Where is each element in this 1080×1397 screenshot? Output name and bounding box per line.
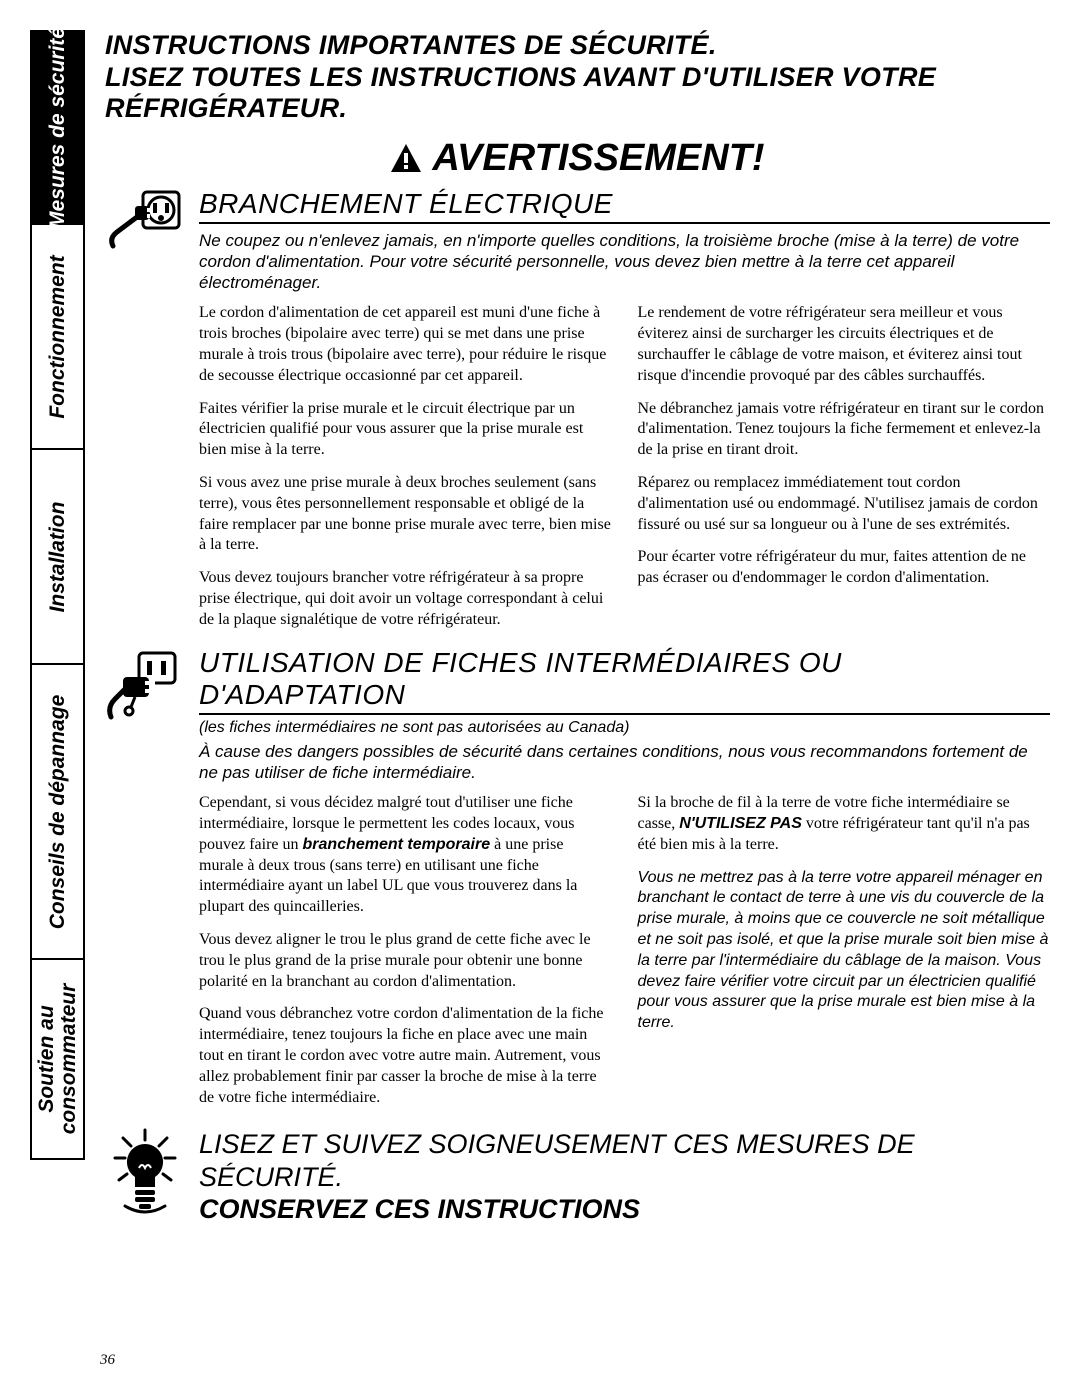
section2-title: UTILISATION DE FICHES INTERMÉDIAIRES OU … [199, 647, 1050, 715]
section2-columns: Cependant, si vous décidez malgré tout d… [199, 793, 1050, 1120]
footer-line2: CONSERVEZ CES INSTRUCTIONS [199, 1193, 1050, 1225]
side-tab-label: Fonctionnement [46, 255, 70, 418]
page-number: 36 [100, 1352, 115, 1369]
body-paragraph: Le cordon d'alimentation de cet appareil… [199, 303, 612, 386]
body-paragraph: Quand vous débranchez votre cordon d'ali… [199, 1004, 612, 1108]
body-paragraph: Le rendement de votre réfrigérateur sera… [638, 303, 1051, 386]
body-paragraph: Réparez ou remplacez immédiatement tout … [638, 473, 1051, 535]
main-heading: INSTRUCTIONS IMPORTANTES DE SÉCURITÉ.LIS… [105, 30, 1050, 125]
section-electrical: BRANCHEMENT ÉLECTRIQUE Ne coupez ou n'en… [105, 188, 1050, 643]
body-paragraph: Cependant, si vous décidez malgré tout d… [199, 793, 612, 918]
section2-subnote: (les fiches intermédiaires ne sont pas a… [199, 719, 1050, 737]
side-tab-label: Mesures de sécurité [46, 27, 70, 229]
side-tabs: Mesures de sécurité Fonctionnement Install… [30, 30, 85, 1337]
footer-section: LISEZ ET SUIVEZ SOIGNEUSEMENT CES MESURE… [105, 1128, 1050, 1225]
section-adapter: UTILISATION DE FICHES INTERMÉDIAIRES OU … [105, 647, 1050, 1121]
side-tab[interactable]: Soutien auconsommateur [30, 960, 85, 1160]
body-paragraph: Si vous avez une prise murale à deux bro… [199, 473, 612, 556]
side-tab-label: Installation [46, 501, 70, 612]
side-tab[interactable]: Installation [30, 450, 85, 665]
body-paragraph: Vous ne mettrez pas à la terre votre app… [638, 868, 1051, 1034]
warning-label: AVERTISSEMENT! [432, 137, 764, 180]
body-paragraph: Vous devez aligner le trou le plus grand… [199, 930, 612, 992]
plug-outlet-icon [105, 188, 185, 263]
adapter-plug-icon [105, 647, 185, 732]
section2-right-col: Si la broche de fil à la terre de votre … [638, 793, 1051, 1120]
section1-left-col: Le cordon d'alimentation de cet appareil… [199, 303, 612, 642]
section1-right-col: Le rendement de votre réfrigérateur sera… [638, 303, 1051, 642]
body-paragraph: Faites vérifier la prise murale et le ci… [199, 399, 612, 461]
warning-heading: AVERTISSEMENT! [105, 137, 1050, 180]
body-paragraph: Si la broche de fil à la terre de votre … [638, 793, 1051, 855]
footer-line1: LISEZ ET SUIVEZ SOIGNEUSEMENT CES MESURE… [199, 1128, 1050, 1193]
section2-left-col: Cependant, si vous décidez malgré tout d… [199, 793, 612, 1120]
section2-lede: À cause des dangers possibles de sécurit… [199, 741, 1050, 784]
body-paragraph: Vous devez toujours brancher votre réfri… [199, 568, 612, 630]
side-tab[interactable]: Mesures de sécurité [30, 30, 85, 225]
side-tab-label: Conseils de dépannage [46, 694, 70, 929]
side-tab[interactable]: Fonctionnement [30, 225, 85, 450]
section1-columns: Le cordon d'alimentation de cet appareil… [199, 303, 1050, 642]
body-paragraph: Ne débranchez jamais votre réfrigérateur… [638, 399, 1051, 461]
section1-title: BRANCHEMENT ÉLECTRIQUE [199, 188, 1050, 224]
side-tab[interactable]: Conseils de dépannage [30, 665, 85, 960]
lightbulb-icon [105, 1128, 185, 1223]
side-tab-label: Soutien auconsommateur [35, 984, 79, 1135]
warning-icon [390, 143, 422, 173]
section1-lede: Ne coupez ou n'enlevez jamais, en n'impo… [199, 230, 1050, 294]
page: Mesures de sécurité Fonctionnement Install… [0, 0, 1080, 1397]
body-paragraph: Pour écarter votre réfrigérateur du mur,… [638, 547, 1051, 589]
